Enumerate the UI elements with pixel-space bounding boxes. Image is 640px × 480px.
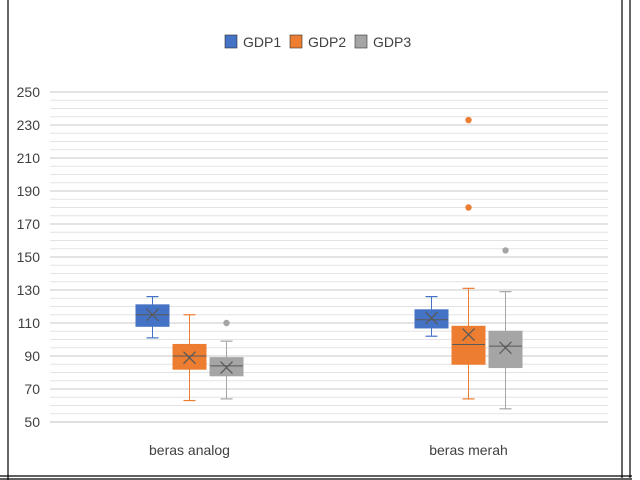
- mean-marker: [146, 308, 159, 322]
- iqr-box: [451, 325, 486, 365]
- plot-area: [135, 116, 523, 410]
- mean-marker: [183, 351, 196, 365]
- mean-marker: [220, 361, 233, 374]
- box-gdp2-0: [172, 314, 207, 402]
- category-labels: beras analog beras merah: [149, 442, 508, 458]
- legend-label-gdp3: GDP3: [373, 34, 411, 50]
- box-gdp1-1: [414, 296, 449, 337]
- mean-marker: [462, 328, 475, 341]
- box-gdp3-0: [209, 319, 244, 400]
- legend: GDP1 GDP2 GDP3: [224, 34, 411, 50]
- iqr-box: [488, 330, 523, 369]
- legend-swatch-gdp1: [224, 34, 238, 49]
- y-tick-label: 250: [17, 84, 41, 100]
- gridlines: [50, 91, 608, 415]
- y-tick-label: 150: [17, 249, 41, 265]
- y-tick-label: 70: [24, 381, 40, 397]
- box-gdp2-1: [451, 116, 486, 400]
- y-tick-label: 130: [17, 282, 41, 298]
- y-tick-label: 190: [17, 183, 41, 199]
- category-label: beras merah: [429, 442, 508, 458]
- outlier-point: [223, 319, 230, 327]
- mean-marker: [425, 311, 438, 325]
- legend-label-gdp1: GDP1: [243, 34, 281, 50]
- y-tick-label: 110: [18, 315, 41, 331]
- legend-swatch-gdp2: [289, 34, 303, 49]
- y-tick-label: 170: [17, 216, 41, 232]
- outlier-point: [465, 204, 472, 211]
- box-gdp3-1: [488, 247, 523, 410]
- outlier-point: [465, 116, 472, 124]
- outlier-point: [502, 247, 509, 254]
- box-gdp1-0: [135, 296, 170, 339]
- category-label: beras analog: [149, 442, 230, 458]
- y-tick-label: 90: [24, 348, 40, 364]
- y-tick-label: 50: [24, 414, 40, 430]
- y-axis-ticks: 50 70 90 110 130 150 170 190 210 230 250: [17, 84, 41, 430]
- legend-swatch-gdp3: [354, 34, 368, 49]
- legend-label-gdp2: GDP2: [308, 34, 346, 50]
- y-tick-label: 230: [17, 117, 41, 133]
- y-tick-label: 210: [17, 150, 41, 166]
- mean-marker: [499, 341, 512, 355]
